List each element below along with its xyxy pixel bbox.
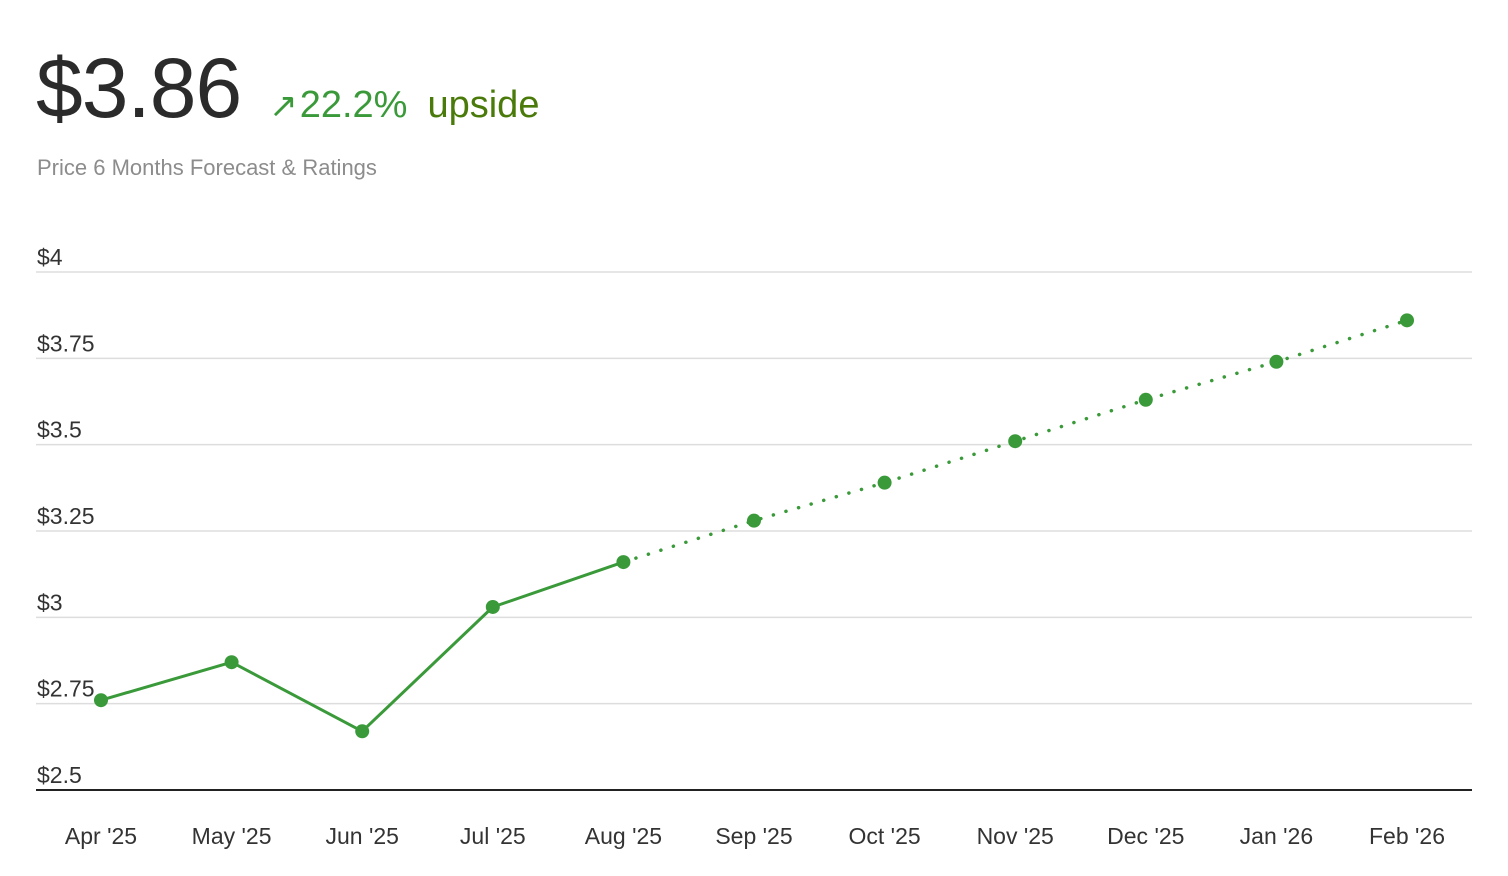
x-tick-label-2: Jun '25 [325,823,398,849]
data-point-1 [224,655,239,670]
x-tick-label-9: Jan '26 [1240,823,1313,849]
x-tick-label-4: Aug '25 [585,823,662,849]
x-tick-label-0: Apr '25 [65,823,137,849]
y-tick-label-4: $3 [37,589,63,615]
y-tick-label-6: $2.5 [37,762,82,788]
y-tick-label-0: $4 [37,244,63,270]
data-point-10 [1400,313,1414,328]
x-tick-label-1: May '25 [192,823,272,849]
y-tick-label-1: $3.75 [37,330,95,356]
x-tick-label-6: Oct '25 [849,823,921,849]
series-line-solid [99,560,625,733]
change-percent: 22.2% [299,84,408,126]
y-tick-label-5: $2.75 [37,676,95,702]
y-tick-label-2: $3.5 [37,417,82,443]
data-point-2 [355,724,370,739]
data-point-8 [1138,392,1153,407]
chart-subtitle: Price 6 Months Forecast & Ratings [37,155,377,180]
upside-label: upside [427,84,540,126]
arrow-up-right-icon: ↗ [269,87,298,125]
current-price: $3.86 [36,41,242,135]
y-tick-label-3: $3.25 [37,503,95,529]
data-point-4 [616,555,631,570]
x-tick-label-5: Sep '25 [715,823,792,849]
price-header: $3.86 ↗ 22.2% upside [36,40,539,137]
change-indicator: ↗ 22.2% [269,84,407,127]
data-point-6 [877,475,892,490]
data-point-0 [94,693,108,708]
x-tick-label-8: Dec '25 [1107,823,1184,849]
data-point-9 [1269,354,1284,369]
x-tick-label-3: Jul '25 [460,823,526,849]
data-point-3 [485,599,500,614]
x-tick-label-7: Nov '25 [977,823,1054,849]
x-tick-label-10: Feb '26 [1369,823,1445,849]
data-point-7 [1008,434,1023,449]
data-point-5 [747,513,761,528]
